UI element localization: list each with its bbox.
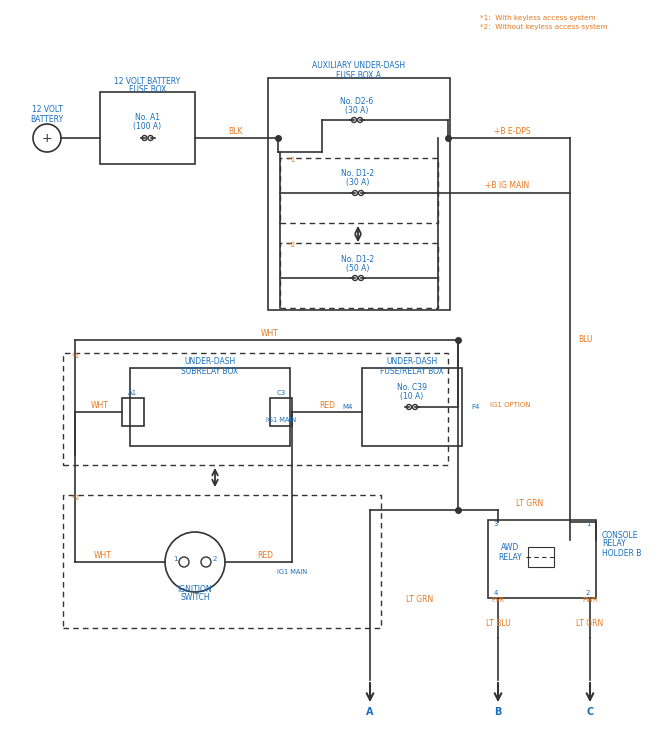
Text: 12 VOLT BATTERY: 12 VOLT BATTERY xyxy=(114,76,181,85)
Text: IGNITION: IGNITION xyxy=(178,584,213,593)
Text: A: A xyxy=(367,707,374,717)
Text: UNDER-DASH: UNDER-DASH xyxy=(184,358,236,367)
Text: AWD: AWD xyxy=(501,544,519,553)
Text: WHT: WHT xyxy=(91,401,109,410)
Text: WHT: WHT xyxy=(94,550,112,559)
Text: A1: A1 xyxy=(128,390,138,396)
Text: RELAY: RELAY xyxy=(602,540,626,549)
Text: C3: C3 xyxy=(276,390,286,396)
Bar xyxy=(488,520,596,598)
Text: PWR: PWR xyxy=(582,597,598,603)
Text: HOLDER B: HOLDER B xyxy=(602,549,642,557)
Text: SWITCH: SWITCH xyxy=(180,593,210,603)
Text: LT GRN: LT GRN xyxy=(576,619,603,628)
Text: 3: 3 xyxy=(494,521,498,527)
Bar xyxy=(362,368,462,446)
Text: RED: RED xyxy=(257,550,273,559)
Text: FUSE/RELAY BOX: FUSE/RELAY BOX xyxy=(380,367,444,376)
Text: 12 VOLT: 12 VOLT xyxy=(32,106,63,114)
Text: *2:  Without keyless access system: *2: Without keyless access system xyxy=(480,24,607,30)
Text: IG1 MAIN: IG1 MAIN xyxy=(277,569,307,575)
Bar xyxy=(122,398,144,426)
Text: LT BLU: LT BLU xyxy=(486,619,511,628)
Bar xyxy=(268,78,450,310)
Text: 1: 1 xyxy=(586,521,590,527)
Bar xyxy=(130,368,290,446)
Text: WHT: WHT xyxy=(261,329,279,337)
Text: (10 A): (10 A) xyxy=(400,392,424,401)
Text: M4: M4 xyxy=(343,404,353,410)
Text: LT GRN: LT GRN xyxy=(517,498,544,507)
Text: +B E-DPS: +B E-DPS xyxy=(494,126,530,135)
Text: FUSE BOX A: FUSE BOX A xyxy=(336,70,382,79)
Text: BLK: BLK xyxy=(228,126,242,135)
Text: IG1 MAIN: IG1 MAIN xyxy=(266,417,296,423)
Text: (50 A): (50 A) xyxy=(346,264,370,272)
Text: No. D1-2: No. D1-2 xyxy=(342,169,374,178)
Bar xyxy=(100,92,195,164)
Text: (30 A): (30 A) xyxy=(345,106,368,114)
Text: BATTERY: BATTERY xyxy=(30,114,64,123)
Text: 4: 4 xyxy=(494,590,498,596)
Text: +: + xyxy=(41,132,53,144)
Bar xyxy=(270,398,292,426)
Text: FUSE BOX: FUSE BOX xyxy=(129,85,166,94)
Text: +B IG MAIN: +B IG MAIN xyxy=(485,181,529,191)
Text: *1:  With keyless access system: *1: With keyless access system xyxy=(480,15,595,21)
Bar xyxy=(528,547,554,567)
Text: No. D1-2: No. D1-2 xyxy=(342,255,374,264)
Text: No. C39: No. C39 xyxy=(397,383,427,392)
Text: No. D2-6: No. D2-6 xyxy=(340,97,374,106)
Bar xyxy=(63,353,448,465)
Text: *2: *2 xyxy=(288,242,296,248)
Text: 2: 2 xyxy=(213,556,217,562)
Text: (30 A): (30 A) xyxy=(346,178,370,187)
Text: F4: F4 xyxy=(472,404,480,410)
Bar xyxy=(280,243,438,308)
Text: C: C xyxy=(586,707,594,717)
Text: No. A1: No. A1 xyxy=(135,113,160,122)
Text: BLU: BLU xyxy=(578,336,592,345)
Text: CONSOLE: CONSOLE xyxy=(602,531,638,540)
Bar xyxy=(63,495,381,628)
Text: RED: RED xyxy=(319,401,335,410)
Text: AUXILIARY UNDER-DASH: AUXILIARY UNDER-DASH xyxy=(313,61,405,70)
Text: IG1 OPTION: IG1 OPTION xyxy=(490,402,530,408)
Text: 1: 1 xyxy=(173,556,177,562)
Text: RELAY: RELAY xyxy=(498,553,522,562)
Text: B: B xyxy=(494,707,501,717)
Text: (100 A): (100 A) xyxy=(134,122,162,132)
Text: UNDER-DASH: UNDER-DASH xyxy=(386,358,438,367)
Text: LT GRN: LT GRN xyxy=(407,596,434,605)
Bar xyxy=(280,158,438,223)
Text: *1: *1 xyxy=(288,157,296,163)
Text: SUBRELAY BOX: SUBRELAY BOX xyxy=(182,367,239,376)
Text: *2: *2 xyxy=(72,495,80,501)
Text: 2: 2 xyxy=(586,590,590,596)
Text: *1: *1 xyxy=(72,353,80,359)
Text: FSR: FSR xyxy=(492,597,505,603)
